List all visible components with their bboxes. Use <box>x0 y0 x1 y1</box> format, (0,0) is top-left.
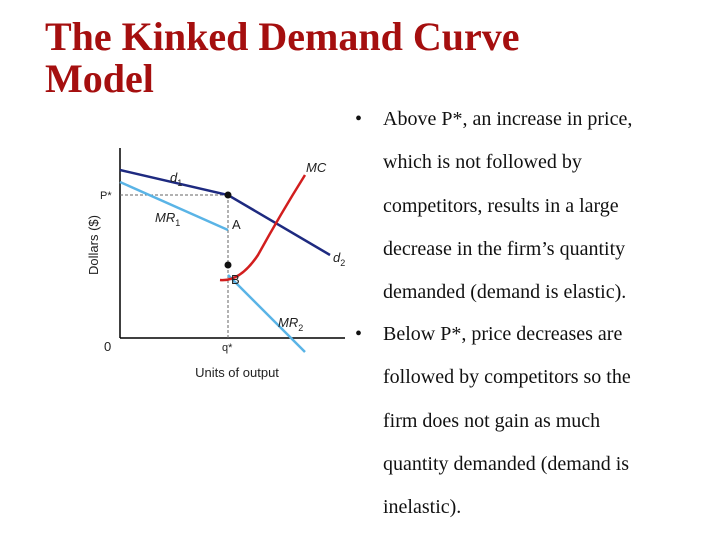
bullet-text: demanded (demand is elastic). <box>383 281 627 304</box>
curve-label: d1 <box>170 170 182 188</box>
curve-subscript: 1 <box>177 178 182 188</box>
bullet-text: decrease in the firm’s quantity <box>383 237 626 260</box>
bullet-text: competitors, results in a large <box>383 194 619 217</box>
quantity-label: q* <box>222 342 233 354</box>
curve-subscript: 2 <box>340 258 345 268</box>
curve-name: d <box>170 170 178 185</box>
bullet-text: followed by competitors so the <box>383 366 631 389</box>
bullet-text: Above P*, an increase in price, <box>383 108 633 130</box>
origin-label: 0 <box>104 339 111 354</box>
bullet-text: firm does not gain as much <box>383 409 601 432</box>
bullet-text: Below P*, price decreases are <box>383 323 623 345</box>
price-label: P* <box>100 190 112 202</box>
demand-curve <box>119 168 331 257</box>
bullet-text: inelastic). <box>383 496 462 519</box>
kink-point <box>224 191 232 199</box>
mc-curve <box>219 174 307 282</box>
bullet-symbol: • <box>355 323 363 345</box>
title: The Kinked Demand Curve Model <box>45 16 520 100</box>
point-label: B <box>231 272 240 287</box>
curve-subscript: 1 <box>175 218 180 228</box>
curve-label: d2 <box>333 250 345 268</box>
point <box>224 261 232 269</box>
x-axis-label: Units of output <box>195 365 279 380</box>
curve-name: MR <box>155 210 175 225</box>
curve-name: d <box>333 250 341 265</box>
curve-label: MC <box>306 160 327 175</box>
curve-label: MR2 <box>278 315 303 333</box>
mr-curve <box>119 180 229 232</box>
title-line: The Kinked Demand Curve <box>45 14 520 59</box>
curve-name: MR <box>278 315 298 330</box>
curve-label: MR1 <box>155 210 180 228</box>
y-axis-label: Dollars ($) <box>86 215 101 275</box>
bullet-text: quantity demanded (demand is <box>383 452 630 475</box>
curve-name: MC <box>306 160 327 175</box>
bullet-symbol: • <box>355 108 363 130</box>
curve-subscript: 2 <box>298 323 303 333</box>
title-line: Model <box>45 56 154 101</box>
mr-curve <box>227 274 306 353</box>
point-label: A <box>232 217 241 232</box>
bullet-text: which is not followed by <box>383 151 582 174</box>
